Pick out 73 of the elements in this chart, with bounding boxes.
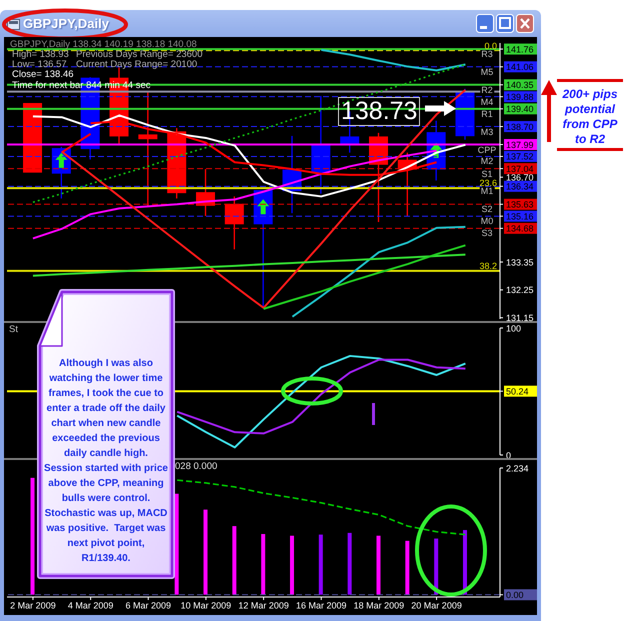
annotation: M2 — [480, 156, 494, 166]
text: 200+ pips potential from CPP to R2 — [561, 87, 619, 147]
line-series — [320, 48, 466, 72]
y-tick-label: 137.52 — [506, 152, 534, 162]
annotation: M0 — [480, 216, 494, 226]
annotation: M1 — [480, 186, 494, 196]
y-tick-label: 137.04 — [506, 164, 534, 174]
x-tick-label: 20 Mar 2009 — [411, 600, 462, 610]
annotation: 23.6 — [479, 178, 497, 188]
y-tick-label: 131.15 — [506, 313, 534, 324]
annotation: Close= 138.46 — [12, 69, 74, 80]
annotation: M3 — [480, 126, 494, 137]
y-tick-label: 138.70 — [506, 122, 534, 132]
annotation: R1 — [480, 108, 494, 119]
annotation: R3 — [480, 49, 494, 60]
x-tick-label: 12 Mar 2009 — [238, 600, 289, 610]
line-series — [176, 354, 466, 448]
bar — [204, 510, 208, 595]
annotation: St — [9, 324, 18, 335]
line-series — [262, 244, 466, 310]
y-tick-label: 100 — [506, 323, 522, 334]
y-tick-label: 132.25 — [506, 285, 534, 296]
line-series — [291, 226, 466, 318]
y-tick-label: 139.88 — [506, 92, 534, 102]
y-tick-label: 133.35 — [506, 257, 534, 268]
y-tick-label: 140.35 — [506, 80, 534, 90]
annotation: 38.2 — [479, 260, 497, 271]
annotation: Previous Days Range= 23600 — [76, 49, 202, 60]
bar — [261, 534, 266, 595]
y-tick-label: 0.00 — [506, 590, 524, 600]
bar — [434, 538, 438, 595]
bar — [348, 532, 352, 595]
annotation: S1 — [480, 168, 494, 179]
y-tick-label: 139.40 — [506, 104, 534, 114]
x-tick-label: 18 Mar 2009 — [354, 600, 404, 610]
y-tick-label: 136.34 — [506, 182, 534, 192]
bar — [405, 540, 410, 595]
bar — [290, 536, 294, 595]
y-tick-label: 50.24 — [506, 386, 529, 396]
annotation: R2 — [480, 84, 494, 95]
annotation: GBPJPY,Daily 138.34 140.19 138.18 140.08 — [10, 39, 197, 50]
y-tick-label: 141.06 — [506, 62, 534, 72]
candlestick — [224, 196, 244, 250]
annotation: M5 — [480, 66, 494, 77]
annotation: S3 — [480, 228, 494, 238]
bar — [232, 526, 236, 595]
bar — [462, 530, 467, 595]
annotation: High= 138.93 — [12, 49, 69, 60]
y-tick-label: 0 — [506, 450, 512, 460]
y-tick-label: 137.99 — [506, 140, 534, 150]
x-tick-label: 2 Mar 2009 — [10, 600, 56, 610]
line-series — [176, 479, 466, 536]
bar — [30, 478, 35, 595]
y-tick-label: 134.68 — [506, 224, 534, 234]
y-tick-label: 135.63 — [506, 200, 534, 210]
line-series — [176, 358, 466, 434]
annotation: 028 0.000 — [175, 461, 218, 472]
annotation: S2 — [480, 204, 494, 214]
annotation: CPP — [476, 144, 498, 155]
x-tick-label: 4 Mar 2009 — [68, 600, 114, 610]
x-tick-label: 10 Mar 2009 — [180, 600, 232, 610]
y-tick-label: 135.16 — [506, 211, 534, 222]
y-tick-label: 2.234 — [506, 463, 529, 474]
chart-title: GBPJPY,Daily — [23, 16, 109, 32]
bar — [376, 536, 380, 595]
y-tick-label: 141.76 — [506, 44, 534, 54]
x-tick-label: 16 Mar 2009 — [296, 600, 347, 610]
annotation: M4 — [480, 96, 494, 107]
x-tick-label: 6 Mar 2009 — [126, 600, 172, 610]
text: Although I was also watching the lower time frames, I took the cue to enter a trade off the daily chart when new candle exceeded the previous daily candle high. Session started with price above the CPP, meaning bulls were control. Stochastic was up, MACD was positive. Target was next pivot point, R1/139.40. — [44, 358, 168, 564]
line-series — [32, 254, 466, 277]
y-tick-label: 136.70 — [506, 172, 534, 182]
bar — [318, 534, 323, 595]
